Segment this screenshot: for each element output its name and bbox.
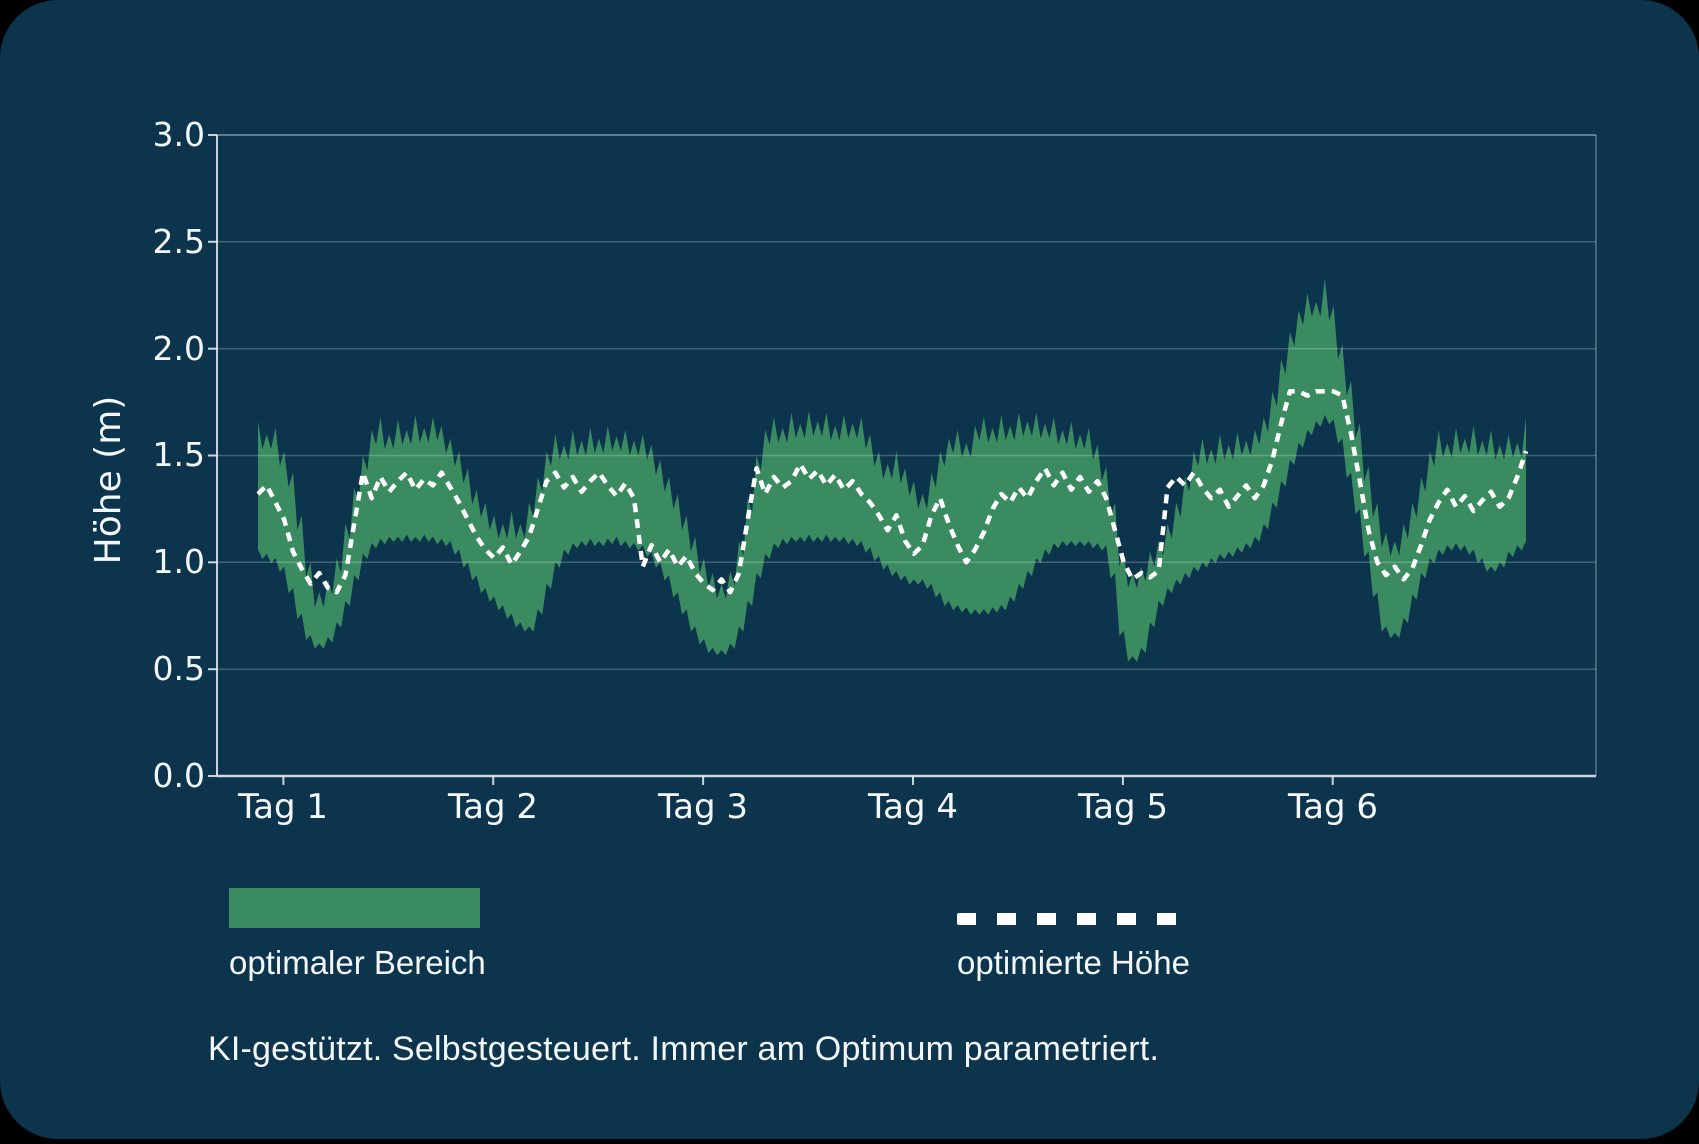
x-tick-labels: Tag 1 Tag 2 Tag 3 Tag 4 Tag 5 Tag 6: [237, 787, 1378, 827]
ytick-2.5: 2.5: [153, 222, 205, 261]
legend-band-label: optimaler Bereich: [229, 944, 486, 981]
xtick-tag-6: Tag 6: [1287, 787, 1378, 827]
ytick-2.0: 2.0: [153, 329, 205, 368]
optimal-range-band: [258, 278, 1526, 662]
ytick-3.0: 3.0: [153, 115, 205, 154]
ytick-1.0: 1.0: [153, 542, 205, 581]
xtick-tag-2: Tag 2: [447, 787, 538, 827]
xtick-tag-5: Tag 5: [1077, 787, 1168, 827]
xtick-tag-3: Tag 3: [657, 787, 748, 827]
ytick-0.0: 0.0: [153, 756, 205, 795]
ytick-0.5: 0.5: [153, 649, 205, 688]
slogan-text: KI-gestützt. Selbstgesteuert. Immer am O…: [208, 1030, 1160, 1068]
y-tick-labels: 0.0 0.5 1.0 1.5 2.0 2.5 3.0: [153, 115, 205, 795]
legend-line-label: optimierte Höhe: [957, 944, 1190, 981]
gridlines: [217, 134, 1596, 777]
xtick-tag-4: Tag 4: [867, 787, 958, 827]
xtick-tag-1: Tag 1: [237, 787, 328, 827]
ytick-1.5: 1.5: [153, 435, 205, 474]
legend-band-swatch: [229, 888, 480, 928]
legend-dashed-line-swatch: [957, 913, 1178, 925]
axes-and-ticks: [208, 134, 1597, 785]
y-axis-label: Höhe (m): [88, 396, 129, 565]
